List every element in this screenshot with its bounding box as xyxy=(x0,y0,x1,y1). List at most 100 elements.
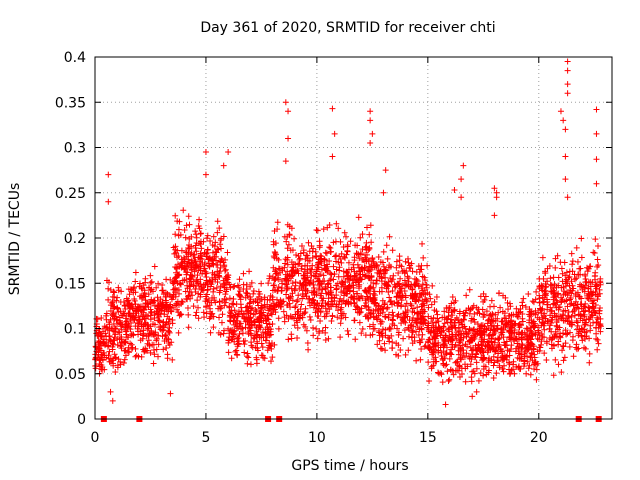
data-point xyxy=(197,230,204,237)
data-point xyxy=(525,365,532,372)
data-point xyxy=(338,304,345,311)
data-point xyxy=(317,309,324,316)
data-point xyxy=(339,279,346,286)
data-point xyxy=(430,314,437,321)
data-point xyxy=(375,327,382,334)
data-point xyxy=(497,304,504,311)
data-point xyxy=(151,263,158,270)
data-point xyxy=(439,379,446,386)
data-point xyxy=(249,304,256,311)
data-point xyxy=(215,305,222,312)
data-point xyxy=(169,320,176,327)
data-point xyxy=(142,297,149,304)
data-point xyxy=(147,349,154,356)
data-point xyxy=(185,311,192,318)
data-point xyxy=(588,309,595,316)
data-point xyxy=(564,330,571,337)
y-tick-label: 0.05 xyxy=(55,367,86,383)
data-point xyxy=(382,267,389,274)
data-point xyxy=(365,306,372,313)
data-point xyxy=(181,264,188,271)
x-tick-label: 10 xyxy=(308,430,326,446)
data-point xyxy=(563,297,570,304)
data-point xyxy=(570,285,577,292)
data-point xyxy=(147,272,154,279)
data-point xyxy=(322,300,329,307)
data-point xyxy=(250,287,257,294)
data-point xyxy=(218,304,225,311)
data-point xyxy=(421,316,428,323)
data-point xyxy=(155,341,162,348)
data-point xyxy=(559,314,566,321)
data-point xyxy=(533,288,540,295)
data-point-outlier xyxy=(225,149,232,156)
data-point xyxy=(538,330,545,337)
data-point xyxy=(352,279,359,286)
data-point xyxy=(275,265,282,272)
data-point-outlier xyxy=(202,171,209,178)
data-point xyxy=(519,346,526,353)
data-point xyxy=(291,287,298,294)
data-point xyxy=(409,317,416,324)
data-point xyxy=(520,363,527,370)
data-point xyxy=(411,291,418,298)
data-point xyxy=(479,346,486,353)
data-point xyxy=(435,318,442,325)
data-point xyxy=(217,241,224,248)
data-point xyxy=(221,295,228,302)
data-point xyxy=(359,325,366,332)
data-point xyxy=(431,329,438,336)
data-point xyxy=(357,234,364,241)
data-point xyxy=(330,239,337,246)
data-point xyxy=(345,266,352,273)
data-point xyxy=(594,314,601,321)
data-point xyxy=(325,280,332,287)
data-point xyxy=(216,314,223,321)
data-point xyxy=(144,325,151,332)
data-point xyxy=(368,239,375,246)
y-tick-label: 0.1 xyxy=(64,322,86,338)
data-point xyxy=(328,317,335,324)
data-point xyxy=(377,345,384,352)
data-point xyxy=(595,243,602,250)
data-point xyxy=(518,334,525,341)
data-point xyxy=(527,335,534,342)
data-point xyxy=(370,313,377,320)
data-point xyxy=(325,335,332,342)
data-point xyxy=(220,277,227,284)
data-point xyxy=(457,355,464,362)
data-point xyxy=(208,281,215,288)
data-point xyxy=(175,261,182,268)
data-point xyxy=(546,322,553,329)
data-point xyxy=(239,313,246,320)
data-point xyxy=(273,302,280,309)
data-point-outlier xyxy=(473,388,480,395)
data-point xyxy=(205,262,212,269)
data-point xyxy=(315,286,322,293)
data-point xyxy=(258,295,265,302)
data-point xyxy=(151,302,158,309)
data-point xyxy=(288,285,295,292)
data-point xyxy=(233,351,240,358)
data-point xyxy=(253,308,260,315)
data-point xyxy=(284,254,291,261)
data-point xyxy=(571,276,578,283)
data-point xyxy=(180,207,187,214)
data-point xyxy=(234,341,241,348)
data-point xyxy=(550,372,557,379)
data-point xyxy=(251,318,258,325)
data-point xyxy=(587,288,594,295)
data-point xyxy=(159,287,166,294)
data-point xyxy=(458,370,465,377)
data-point xyxy=(487,344,494,351)
data-point xyxy=(345,299,352,306)
data-point xyxy=(428,301,435,308)
data-point xyxy=(318,290,325,297)
data-point xyxy=(109,346,116,353)
data-point xyxy=(323,250,330,257)
data-point xyxy=(304,340,311,347)
data-point xyxy=(474,320,481,327)
data-point xyxy=(531,324,538,331)
data-point xyxy=(379,334,386,341)
data-point xyxy=(280,298,287,305)
